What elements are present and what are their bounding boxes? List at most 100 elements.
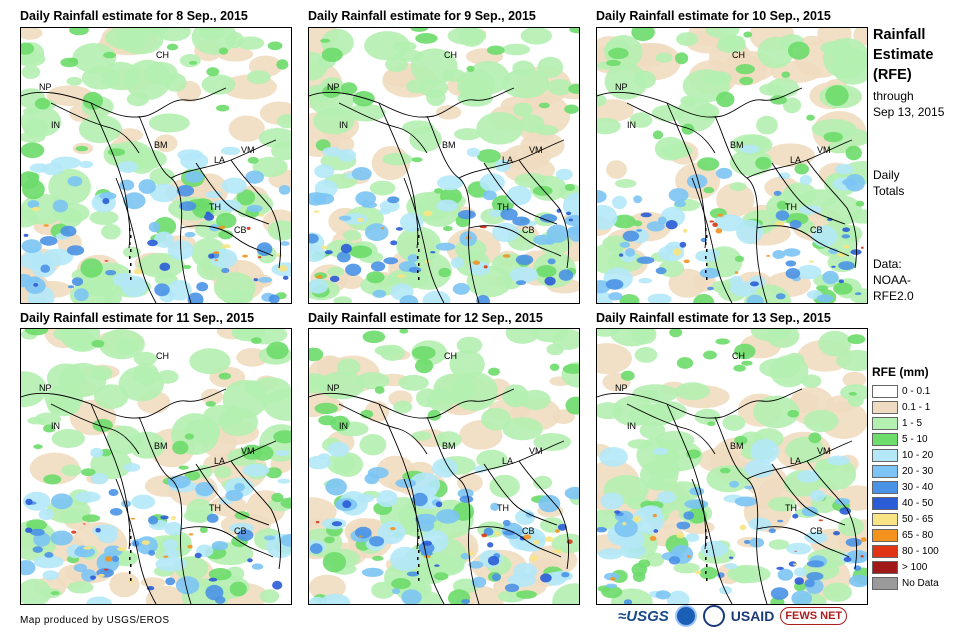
country-label-th: TH xyxy=(209,503,221,513)
legend-label: 20 - 30 xyxy=(902,465,934,477)
country-label-bm: BM xyxy=(442,441,456,451)
legend-swatch xyxy=(872,416,898,430)
rainfall-map-3: CH NP IN BM VM LA TH CB xyxy=(596,27,868,304)
legend-label: 80 - 100 xyxy=(902,545,939,557)
sidebar-data-line: Data: xyxy=(873,257,902,271)
sidebar-through: through Sep 13, 2015 xyxy=(873,88,944,120)
sidebar-data-line: RFE2.0 xyxy=(873,289,914,303)
country-label-la: LA xyxy=(214,456,225,466)
country-label-bm: BM xyxy=(730,441,744,451)
legend-label: No Data xyxy=(902,577,939,589)
sidebar-title: Rainfall Estimate (RFE) xyxy=(873,25,933,85)
legend-swatch xyxy=(872,544,898,558)
country-label-cb: CB xyxy=(234,225,247,235)
legend-item: 40 - 50 xyxy=(872,495,939,511)
usgs-logo: ≈USGS xyxy=(618,607,669,625)
country-label-np: NP xyxy=(327,383,340,393)
legend-swatch xyxy=(872,496,898,510)
legend-item: 10 - 20 xyxy=(872,447,939,463)
legend-label: 0.1 - 1 xyxy=(902,401,931,413)
sidebar-totals: Daily Totals xyxy=(873,167,904,199)
country-label-ch: CH xyxy=(732,50,745,60)
sidebar-data-line: NOAA- xyxy=(873,273,912,287)
country-label-la: LA xyxy=(502,456,513,466)
legend-swatch xyxy=(872,512,898,526)
panel-title-1: Daily Rainfall estimate for 8 Sep., 2015 xyxy=(20,9,248,23)
country-label-cb: CB xyxy=(234,526,247,536)
usaid-seal-icon xyxy=(702,605,725,627)
country-label-ch: CH xyxy=(444,351,457,361)
country-label-np: NP xyxy=(327,82,340,92)
country-label-ch: CH xyxy=(444,50,457,60)
legend-label: 10 - 20 xyxy=(902,449,934,461)
country-label-in: IN xyxy=(627,120,636,130)
panel-title-5: Daily Rainfall estimate for 12 Sep., 201… xyxy=(308,311,543,325)
legend-label: 30 - 40 xyxy=(902,481,934,493)
rainfall-map-1: CH NP IN BM VM LA TH CB xyxy=(20,27,292,304)
country-label-vm: VM xyxy=(817,446,831,456)
panel-title-4: Daily Rainfall estimate for 11 Sep., 201… xyxy=(20,311,255,325)
sidebar-through-line: through xyxy=(873,89,914,103)
legend-item: 50 - 65 xyxy=(872,511,939,527)
legend-item: > 100 xyxy=(872,559,939,575)
country-label-th: TH xyxy=(497,202,509,212)
country-label-bm: BM xyxy=(154,140,168,150)
legend-item: 0 - 0.1 xyxy=(872,383,939,399)
legend-label: > 100 xyxy=(902,561,928,573)
country-label-th: TH xyxy=(497,503,509,513)
legend-title: RFE (mm) xyxy=(872,365,929,379)
legend-swatch xyxy=(872,576,898,590)
panel-title-2: Daily Rainfall estimate for 9 Sep., 2015 xyxy=(308,9,536,23)
country-label-cb: CB xyxy=(810,526,823,536)
legend-item: 0.1 - 1 xyxy=(872,399,939,415)
country-label-np: NP xyxy=(39,383,52,393)
country-label-bm: BM xyxy=(442,140,456,150)
logo-bar: ≈USGS USAID FEWS NET xyxy=(618,605,848,627)
country-label-th: TH xyxy=(209,202,221,212)
legend-swatch xyxy=(872,560,898,574)
legend-swatch xyxy=(872,528,898,542)
country-label-vm: VM xyxy=(817,145,831,155)
legend-swatch xyxy=(872,464,898,478)
legend-label: 1 - 5 xyxy=(902,417,923,429)
legend-label: 40 - 50 xyxy=(902,497,934,509)
country-label-cb: CB xyxy=(810,225,823,235)
country-label-in: IN xyxy=(51,120,60,130)
country-label-ch: CH xyxy=(732,351,745,361)
legend-item: 30 - 40 xyxy=(872,479,939,495)
country-label-np: NP xyxy=(39,82,52,92)
country-label-la: LA xyxy=(790,456,801,466)
legend-swatch xyxy=(872,448,898,462)
legend-label: 50 - 65 xyxy=(902,513,934,525)
country-label-th: TH xyxy=(785,503,797,513)
country-label-in: IN xyxy=(627,421,636,431)
legend-label: 65 - 80 xyxy=(902,529,934,541)
country-label-bm: BM xyxy=(730,140,744,150)
country-label-cb: CB xyxy=(522,225,535,235)
rainfall-map-4: CH NP IN BM VM LA TH CB xyxy=(20,328,292,605)
sidebar-title-line: (RFE) xyxy=(873,67,912,83)
sidebar-through-line: Sep 13, 2015 xyxy=(873,105,945,119)
country-label-la: LA xyxy=(790,155,801,165)
legend-item: 20 - 30 xyxy=(872,463,939,479)
rainfall-map-2: CH NP IN BM VM LA TH CB xyxy=(308,27,580,304)
legend-item: 5 - 10 xyxy=(872,431,939,447)
map-credit: Map produced by USGS/EROS xyxy=(20,615,170,626)
country-label-ch: CH xyxy=(156,50,169,60)
legend-item: No Data xyxy=(872,575,939,591)
legend-swatch xyxy=(872,400,898,414)
panel-title-6: Daily Rainfall estimate for 13 Sep., 201… xyxy=(596,311,831,325)
noaa-logo-icon xyxy=(674,605,697,627)
country-label-in: IN xyxy=(51,421,60,431)
country-label-vm: VM xyxy=(529,446,543,456)
sidebar-title-line: Rainfall xyxy=(873,27,926,43)
country-label-cb: CB xyxy=(522,526,535,536)
country-label-in: IN xyxy=(339,421,348,431)
legend-items: 0 - 0.1 0.1 - 1 1 - 5 5 - 10 10 - 20 20 - 30 3… xyxy=(872,383,939,591)
legend-label: 5 - 10 xyxy=(902,433,928,445)
usaid-logo: USAID xyxy=(730,608,775,624)
legend-swatch xyxy=(872,384,898,398)
sidebar-totals-line: Daily xyxy=(873,168,900,182)
panel-title-3: Daily Rainfall estimate for 10 Sep., 201… xyxy=(596,9,831,23)
country-label-la: LA xyxy=(214,155,225,165)
